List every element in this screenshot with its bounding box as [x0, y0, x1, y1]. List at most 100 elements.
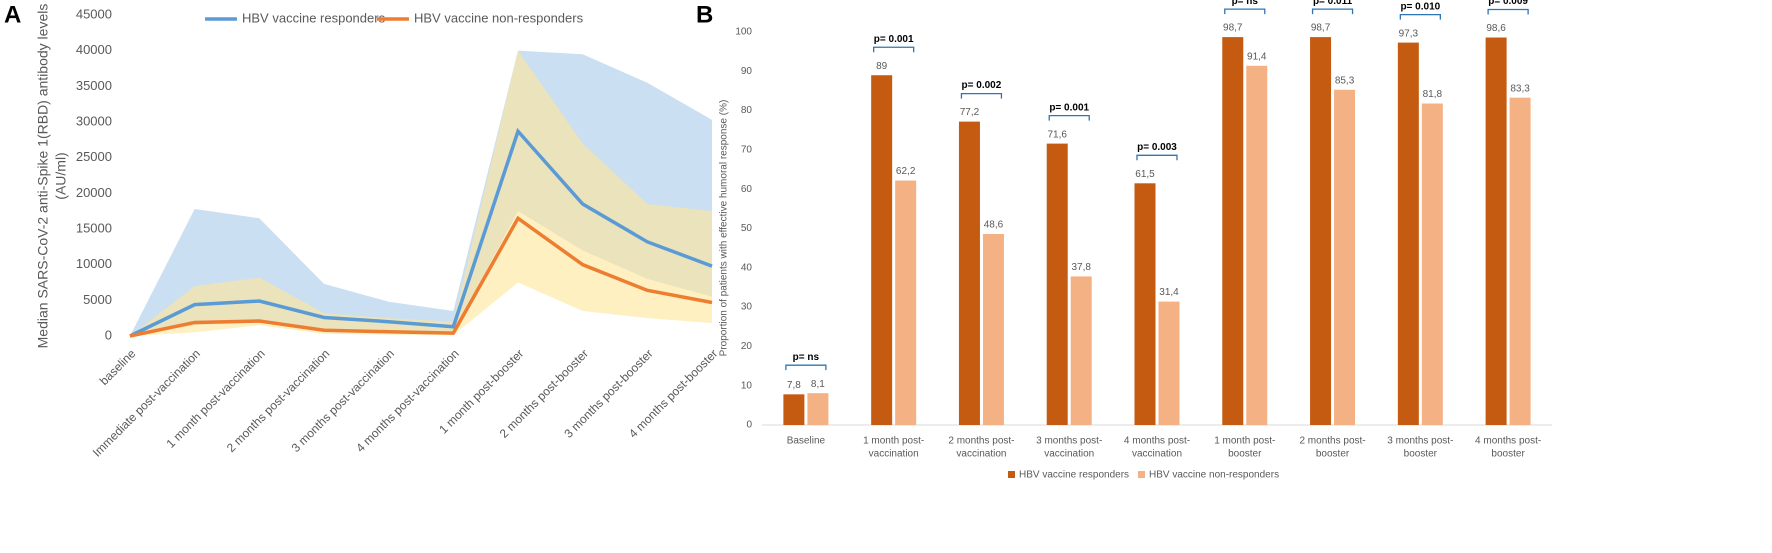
bar: [982, 234, 1004, 425]
value-label: 98,7: [1223, 23, 1243, 34]
bracket: [873, 46, 915, 53]
bar: [1397, 42, 1419, 426]
x-tick-label: 3 months post-: [1387, 436, 1453, 447]
y-tick-label: 90: [741, 66, 753, 77]
bracket: [1136, 154, 1178, 161]
bar: [1485, 37, 1507, 425]
value-label: 62,2: [896, 166, 916, 177]
y-tick-label: 80: [741, 105, 753, 116]
x-tick-label: 1 month post-: [863, 436, 924, 447]
bar: [1509, 97, 1531, 426]
legend-swatch: [1008, 471, 1015, 478]
x-tick-label: booster: [1228, 449, 1262, 460]
y-tick-label: 40000: [76, 42, 112, 57]
band: [130, 50, 712, 337]
bracket: [1048, 114, 1090, 121]
x-tick-label: booster: [1404, 449, 1438, 460]
y-tick-label: 45000: [76, 6, 112, 21]
bar: [1158, 301, 1180, 425]
value-label: 98,6: [1486, 23, 1506, 34]
y-tick-label: 50: [741, 223, 753, 234]
value-label: 7,8: [787, 380, 801, 391]
x-tick-label: vaccination: [1132, 449, 1182, 460]
x-tick-label: 4 months post-: [1475, 436, 1541, 447]
y-tick-label: 20000: [76, 185, 112, 200]
legend-label: HBV vaccine responders: [1019, 470, 1129, 481]
y-tick-label: 10000: [76, 256, 112, 271]
y-tick-label: 20: [741, 341, 753, 352]
x-tick-label: vaccination: [1044, 449, 1094, 460]
y-tick-label: 35000: [76, 78, 112, 93]
line: [129, 215, 713, 338]
bracket: [960, 92, 1003, 99]
legend-swatch: [1138, 471, 1145, 478]
value-label: 71,6: [1047, 129, 1067, 140]
x-tick-label: Immediate post-vaccination: [90, 346, 203, 459]
value-label: 97,3: [1399, 28, 1419, 39]
x-tick-label: vaccination: [869, 449, 919, 460]
x-tick-label: Baseline: [787, 436, 826, 447]
y-tick-label: 30: [741, 302, 753, 313]
value-label: 91,4: [1247, 51, 1267, 62]
annotation: p= 0.001: [1049, 102, 1089, 113]
legend-label: HBV vaccine non-responders: [1149, 470, 1279, 481]
value-label: 77,2: [960, 107, 980, 118]
value-label: 85,3: [1335, 75, 1355, 86]
annotation: p= ns: [1232, 0, 1259, 7]
y-tick-label: 40: [741, 262, 753, 273]
x-tick-label: baseline: [97, 346, 139, 388]
x-tick-label: 1 month post-: [1214, 436, 1275, 447]
bar: [1421, 103, 1443, 425]
bar: [1246, 65, 1268, 425]
bracket: [1224, 8, 1266, 15]
value-label: 61,5: [1135, 169, 1155, 180]
bar: [958, 121, 980, 425]
annotation: p= 0.010: [1400, 1, 1440, 12]
value-label: 98,7: [1311, 23, 1331, 34]
annotation: p= 0.011: [1313, 0, 1353, 7]
x-tick-label: 4 months post-: [1124, 436, 1190, 447]
y-tick-label: 60: [741, 184, 753, 195]
bracket: [1399, 13, 1441, 20]
y-axis-label: (AU/ml): [53, 152, 69, 199]
y-tick-label: 10: [741, 380, 753, 391]
y-tick-label: 5000: [83, 292, 112, 307]
x-tick-label: vaccination: [956, 449, 1006, 460]
x-tick-label: 2 months post-: [948, 436, 1014, 447]
x-tick-label: booster: [1491, 449, 1525, 460]
bar: [1070, 276, 1092, 425]
value-label: 83,3: [1510, 83, 1530, 94]
y-tick-label: 15000: [76, 220, 112, 235]
bar: [1134, 183, 1156, 425]
bar: [895, 180, 917, 425]
bar: [807, 393, 829, 425]
y-tick-label: 30000: [76, 113, 112, 128]
y-tick-label: 0: [105, 327, 112, 342]
bar: [1222, 37, 1244, 425]
x-tick-label: 2 months post-: [1299, 436, 1365, 447]
y-tick-label: 25000: [76, 149, 112, 164]
y-tick-label: 100: [735, 27, 752, 38]
x-tick-label: 3 months post-: [1036, 436, 1102, 447]
legend-label: HBV vaccine non-responders: [414, 10, 584, 25]
value-label: 89: [876, 61, 888, 72]
bar: [1046, 143, 1068, 425]
y-tick-label: 70: [741, 145, 753, 156]
value-label: 8,1: [811, 379, 825, 390]
bar: [783, 394, 805, 425]
bar: [1334, 89, 1356, 426]
annotation: p= ns: [793, 352, 820, 363]
value-label: 31,4: [1159, 287, 1179, 298]
y-tick-label: 0: [746, 420, 752, 431]
panel-letter: B: [696, 1, 713, 28]
annotation: p= 0.009: [1488, 0, 1528, 7]
line: [129, 127, 713, 338]
annotation: p= 0.002: [962, 80, 1002, 91]
value-label: 48,6: [984, 220, 1004, 231]
bracket: [785, 364, 827, 371]
x-tick-label: booster: [1316, 449, 1350, 460]
bracket: [1311, 8, 1354, 15]
bracket: [1487, 8, 1529, 15]
y-axis-label: Proportion of patients with effective hu…: [719, 100, 730, 357]
